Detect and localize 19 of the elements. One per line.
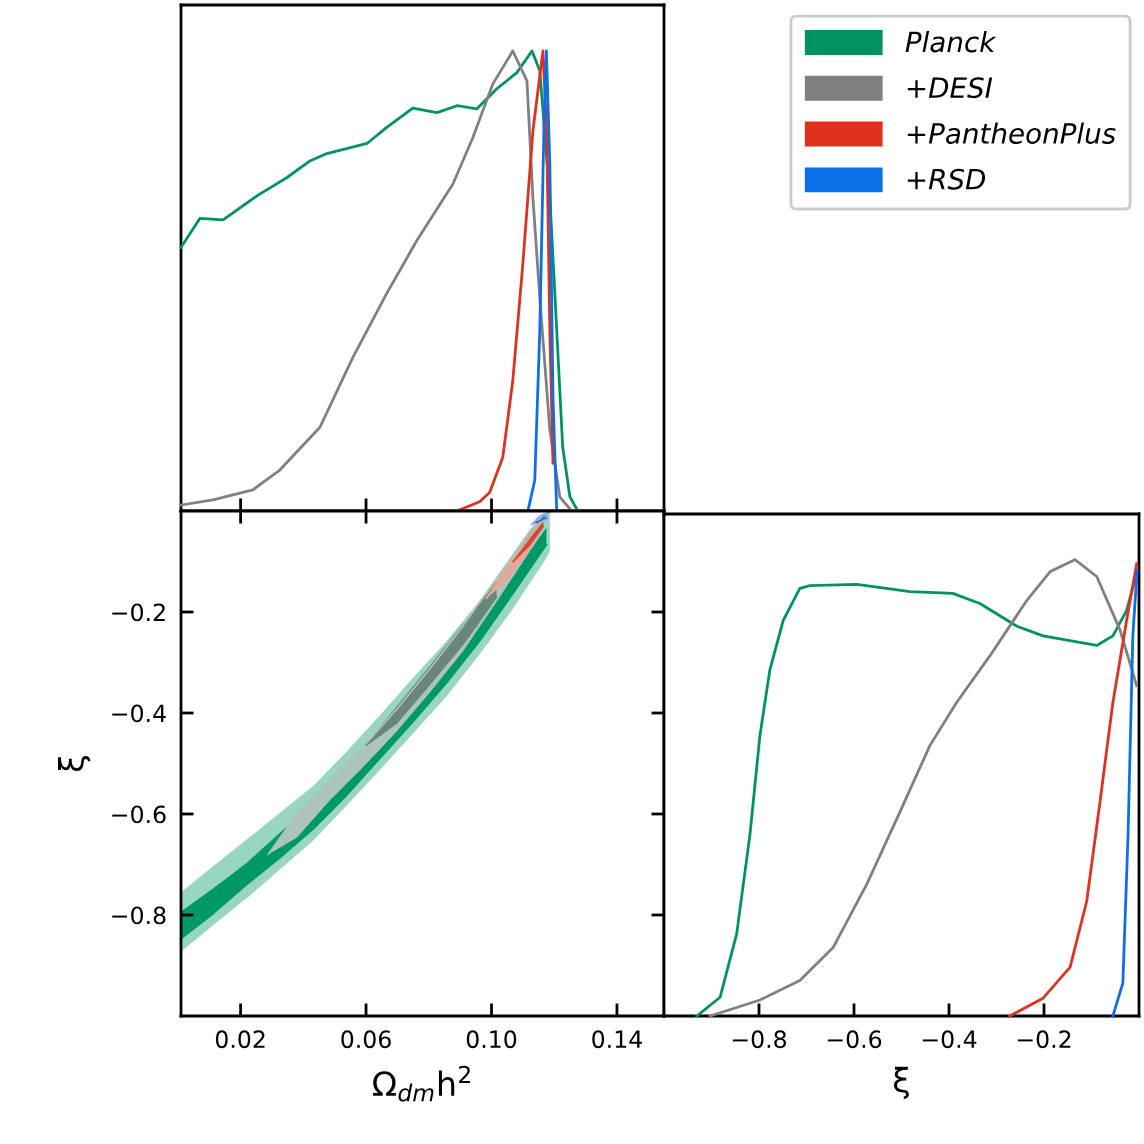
x-tick-label: 0.14	[592, 1030, 642, 1049]
x-tick-label: 0.10	[466, 1030, 517, 1049]
x-axis-title: ξ	[893, 1066, 909, 1099]
legend-label: +RSD	[907, 168, 986, 190]
y-tick-label: −0.4	[112, 704, 166, 723]
x-tick-label: −0.8	[732, 1030, 787, 1049]
x-tick-label: −0.6	[827, 1030, 882, 1049]
legend-label: +DESI	[907, 77, 993, 99]
y-tick-label: −0.6	[112, 805, 166, 824]
y-tick-label: −0.8	[112, 906, 166, 925]
y-tick-label: −0.2	[112, 603, 165, 622]
x-tick-label: −0.2	[1017, 1030, 1071, 1049]
x-tick-label: 0.02	[215, 1030, 265, 1049]
x-axis-title: Ω$_{dm}$h$^{2}$	[372, 1065, 470, 1102]
x-tick-label: −0.4	[922, 1030, 977, 1049]
legend-label: +PantheonPlus	[907, 122, 1116, 144]
x-tick-label: 0.06	[341, 1030, 391, 1049]
legend-label: Planck	[905, 30, 997, 53]
y-axis-title: ξ	[58, 756, 91, 772]
